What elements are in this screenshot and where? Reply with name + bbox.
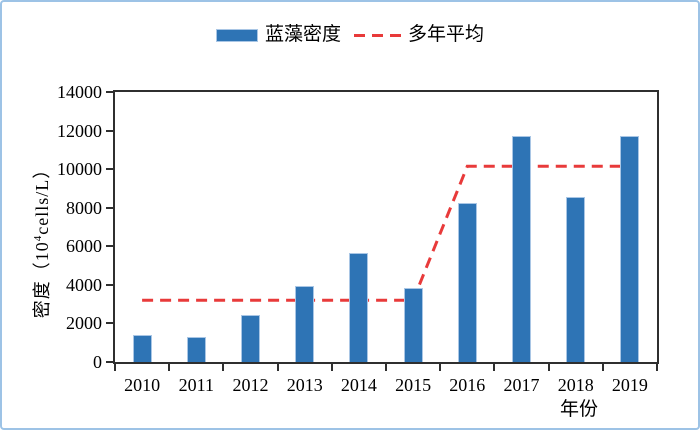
x-axis-tick bbox=[276, 364, 279, 371]
bar bbox=[295, 285, 315, 362]
y-axis-tick bbox=[106, 129, 113, 132]
bar bbox=[512, 136, 531, 362]
y-axis-tick bbox=[106, 206, 113, 209]
y-tick-label: 0 bbox=[93, 352, 102, 372]
x-tick-label: 2019 bbox=[611, 375, 648, 395]
x-axis-tick bbox=[114, 364, 116, 371]
y-tick-label: 2000 bbox=[66, 313, 102, 334]
x-tick-label: 2015 bbox=[395, 375, 432, 395]
average-dashed-line bbox=[142, 164, 630, 302]
bar bbox=[186, 336, 206, 362]
bar bbox=[457, 202, 477, 362]
y-axis-tick bbox=[106, 322, 113, 325]
x-tick-label: 2011 bbox=[178, 375, 214, 395]
x-axis-tick bbox=[168, 364, 171, 371]
x-tick-label: 2012 bbox=[232, 375, 269, 395]
bar bbox=[403, 287, 423, 362]
legend-bar-swatch bbox=[215, 28, 258, 42]
x-axis-tick bbox=[601, 364, 604, 371]
y-axis-tick bbox=[106, 283, 113, 286]
x-axis-tick bbox=[385, 364, 387, 371]
bar bbox=[349, 253, 369, 362]
x-axis-tick bbox=[439, 364, 442, 371]
x-axis-tick bbox=[656, 364, 658, 371]
y-axis-tick bbox=[106, 168, 113, 171]
x-axis-tick bbox=[222, 364, 225, 371]
bar bbox=[132, 335, 152, 362]
x-axis-tick bbox=[330, 364, 333, 371]
y-tick-label: 4000 bbox=[66, 274, 102, 295]
bar bbox=[620, 136, 640, 362]
y-axis-tick bbox=[106, 361, 113, 363]
y-tick-label: 10000 bbox=[57, 159, 102, 180]
bar bbox=[566, 197, 586, 362]
bar bbox=[241, 314, 260, 362]
plot-area: 0 2000 4000 6000 8000 10000 12000 14000 2010 2011… bbox=[57, 82, 659, 395]
y-axis-tick bbox=[106, 91, 113, 93]
y-tick-label: 14000 bbox=[57, 82, 102, 102]
y-tick-label: 6000 bbox=[66, 236, 102, 257]
legend-dashed-line-swatch bbox=[354, 33, 401, 37]
legend-line-label: 多年平均 bbox=[408, 24, 485, 45]
x-axis-tick bbox=[547, 364, 550, 371]
legend-bar-label: 蓝藻密度 bbox=[264, 24, 341, 45]
x-axis-title: 年份 bbox=[559, 399, 598, 420]
x-tick-label: 2016 bbox=[449, 375, 486, 395]
legend: 蓝藻密度 多年平均 bbox=[2, 23, 698, 47]
y-axis-tick bbox=[106, 245, 113, 248]
x-tick-label: 2017 bbox=[503, 375, 540, 395]
y-tick-label: 8000 bbox=[66, 197, 102, 218]
y-tick-label: 12000 bbox=[57, 120, 102, 141]
x-axis-tick bbox=[493, 364, 496, 371]
x-tick-label: 2018 bbox=[557, 375, 594, 395]
x-tick-label: 2010 bbox=[124, 375, 161, 395]
x-tick-label: 2014 bbox=[340, 375, 377, 395]
x-tick-label: 2013 bbox=[286, 375, 323, 395]
